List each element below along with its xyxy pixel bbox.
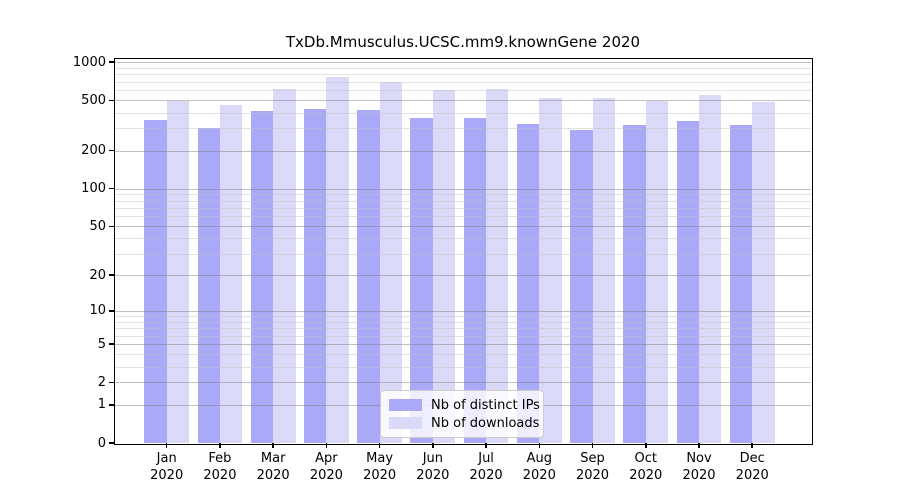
- bar-ips-oct: [623, 124, 646, 443]
- bar-downloads-aug: [539, 98, 562, 443]
- bar-ips-jul: [463, 117, 487, 443]
- bar-ips-jan: [144, 119, 167, 443]
- bar-downloads-sep: [592, 98, 615, 443]
- y-tick-mark-50: [109, 225, 114, 228]
- legend-label-distinct-ips: Nb of distinct IPs: [431, 397, 540, 413]
- x-tick-mark-aug: [538, 443, 541, 448]
- x-tick-mark-sep: [591, 443, 594, 448]
- x-tick-mark-apr: [325, 443, 328, 448]
- x-tick-label-aug: Aug 2020: [522, 451, 556, 483]
- x-tick-mark-feb: [219, 443, 221, 448]
- y-tick-label-1: 1: [97, 397, 106, 413]
- x-tick-mark-oct: [645, 443, 647, 448]
- legend-swatch-downloads: [389, 417, 422, 429]
- y-tick-label-20: 20: [89, 267, 106, 283]
- x-tick-label-nov: Nov 2020: [682, 451, 716, 483]
- x-tick-mark-nov: [698, 443, 700, 448]
- y-tick-label-5: 5: [97, 336, 106, 352]
- bar-ips-nov: [676, 121, 699, 443]
- chart-title: TxDb.Mmusculus.UCSC.mm9.knownGene 2020: [285, 33, 641, 51]
- y-tick-mark-1000: [109, 61, 114, 63]
- bar-downloads-feb: [219, 104, 243, 443]
- bar-downloads-apr: [326, 76, 349, 443]
- legend-row-distinct-ips: Nb of distinct IPs: [389, 396, 540, 414]
- bar-ips-apr: [303, 108, 327, 443]
- bar-downloads-jan: [166, 101, 190, 443]
- x-tick-label-jun: Jun 2020: [416, 451, 450, 483]
- legend-row-downloads: Nb of downloads: [389, 414, 539, 432]
- bar-downloads-jul: [486, 88, 509, 443]
- x-tick-label-apr: Apr 2020: [309, 451, 343, 483]
- y-tick-mark-100: [109, 187, 114, 190]
- legend-label-downloads: Nb of downloads: [431, 415, 540, 431]
- x-tick-label-jul: Jul 2020: [469, 451, 503, 483]
- legend: Nb of distinct IPs Nb of downloads: [380, 390, 544, 438]
- plot-area: Nb of distinct IPs Nb of downloads: [113, 57, 813, 445]
- bar-ips-jun: [410, 117, 433, 443]
- bar-ips-may: [357, 109, 380, 443]
- bars-layer: [115, 59, 811, 443]
- bar-ips-mar: [250, 111, 274, 443]
- bar-ips-dec: [729, 125, 753, 443]
- y-tick-label-2: 2: [97, 374, 106, 390]
- y-tick-label-200: 200: [81, 143, 106, 159]
- bar-downloads-jun: [432, 90, 456, 443]
- bar-downloads-oct: [645, 101, 669, 443]
- x-tick-label-feb: Feb 2020: [203, 451, 237, 483]
- y-tick-mark-10: [109, 310, 114, 312]
- bar-downloads-may: [379, 81, 402, 443]
- x-tick-label-sep: Sep 2020: [575, 451, 610, 483]
- y-tick-mark-500: [109, 99, 114, 102]
- x-tick-mark-jan: [165, 443, 168, 448]
- bar-downloads-mar: [273, 88, 296, 443]
- y-tick-label-0: 0: [97, 435, 106, 451]
- y-tick-label-50: 50: [89, 218, 106, 234]
- bar-ips-sep: [570, 129, 593, 443]
- bar-downloads-dec: [752, 101, 775, 443]
- x-tick-mark-dec: [751, 443, 753, 448]
- bar-downloads-nov: [699, 95, 722, 443]
- y-tick-label-100: 100: [81, 181, 106, 197]
- x-tick-mark-mar: [272, 443, 274, 448]
- y-tick-mark-20: [109, 274, 114, 276]
- y-tick-label-1000: 1000: [72, 54, 106, 70]
- y-tick-label-10: 10: [89, 303, 106, 319]
- x-tick-label-oct: Oct 2020: [629, 451, 663, 483]
- x-tick-label-mar: Mar 2020: [256, 451, 290, 483]
- y-tick-mark-0: [109, 442, 114, 444]
- bar-ips-aug: [516, 124, 540, 443]
- y-tick-mark-200: [109, 149, 114, 152]
- x-tick-mark-may: [378, 443, 381, 448]
- y-tick-mark-2: [109, 381, 114, 384]
- x-tick-label-may: May 2020: [363, 451, 397, 483]
- x-tick-label-jan: Jan 2020: [150, 451, 184, 483]
- x-tick-label-dec: Dec 2020: [735, 451, 769, 483]
- y-tick-mark-1: [109, 404, 114, 406]
- x-tick-mark-jul: [485, 443, 487, 448]
- bar-ips-feb: [197, 128, 220, 443]
- legend-swatch-distinct-ips: [389, 399, 422, 411]
- y-tick-label-500: 500: [81, 92, 106, 108]
- x-tick-mark-jun: [432, 443, 434, 448]
- y-tick-mark-5: [109, 343, 114, 345]
